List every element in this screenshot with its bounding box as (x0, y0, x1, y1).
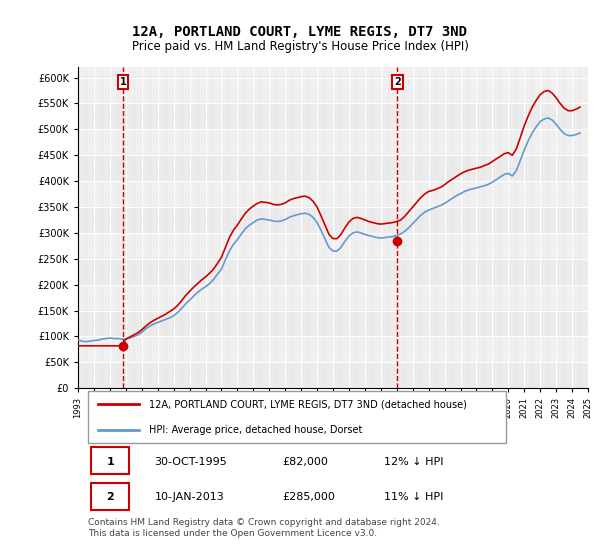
Text: 1: 1 (106, 456, 114, 466)
Text: 30-OCT-1995: 30-OCT-1995 (155, 456, 227, 466)
Text: £285,000: £285,000 (282, 492, 335, 502)
Bar (78, 155, 588, 181)
Text: 12A, PORTLAND COURT, LYME REGIS, DT7 3ND (detached house): 12A, PORTLAND COURT, LYME REGIS, DT7 3ND… (149, 399, 467, 409)
Text: 10-JAN-2013: 10-JAN-2013 (155, 492, 224, 502)
Text: 2: 2 (106, 492, 114, 502)
Text: 1: 1 (120, 77, 127, 87)
FancyBboxPatch shape (91, 447, 129, 474)
Text: 12% ↓ HPI: 12% ↓ HPI (384, 456, 443, 466)
Bar (78, 311, 588, 337)
Text: Price paid vs. HM Land Registry's House Price Index (HPI): Price paid vs. HM Land Registry's House … (131, 40, 469, 53)
Bar (78, 362, 588, 388)
Text: 11% ↓ HPI: 11% ↓ HPI (384, 492, 443, 502)
Text: £82,000: £82,000 (282, 456, 328, 466)
Bar (78, 104, 588, 129)
Text: 2: 2 (394, 77, 401, 87)
FancyBboxPatch shape (91, 483, 129, 510)
Text: Contains HM Land Registry data © Crown copyright and database right 2024.
This d: Contains HM Land Registry data © Crown c… (88, 519, 440, 538)
Bar (78, 207, 588, 233)
Text: 12A, PORTLAND COURT, LYME REGIS, DT7 3ND: 12A, PORTLAND COURT, LYME REGIS, DT7 3ND (133, 25, 467, 39)
FancyBboxPatch shape (88, 391, 506, 443)
Bar (78, 259, 588, 284)
Text: HPI: Average price, detached house, Dorset: HPI: Average price, detached house, Dors… (149, 425, 363, 435)
